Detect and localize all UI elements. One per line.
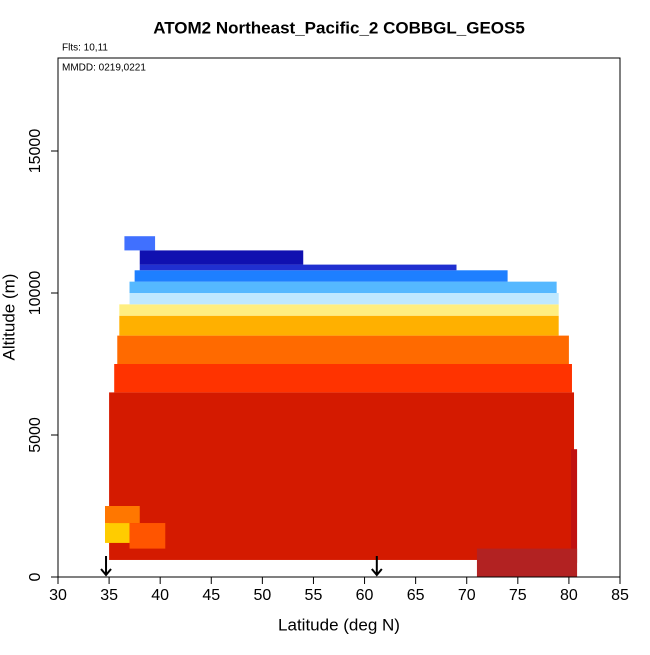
curtain-cell: [105, 506, 140, 524]
curtain-cell: [129, 293, 559, 305]
curtain-cell: [476, 548, 578, 577]
plot-frame: [57, 57, 621, 578]
x-tick-label: 85: [611, 587, 629, 604]
curtain-cell: [139, 250, 304, 265]
curtain-cell: [105, 523, 130, 543]
curtain-cell: [139, 264, 457, 271]
curtain-cell: [129, 281, 557, 294]
curtain-cell: [119, 315, 559, 336]
x-tick-label: 70: [458, 587, 476, 604]
y-tick-label: 15000: [27, 129, 44, 174]
curtain-cell: [124, 236, 156, 251]
x-tick-label: 60: [356, 587, 374, 604]
curtain-cell: [134, 270, 508, 282]
y-tick-label: 0: [27, 572, 44, 581]
curtain-cell: [570, 449, 578, 563]
chart-title: ATOM2 Northeast_Pacific_2 COBBGL_GEOS5: [153, 18, 525, 37]
curtain-cell: [129, 523, 166, 549]
y-tick-label: 10000: [27, 271, 44, 316]
x-tick-label: 40: [151, 587, 169, 604]
curtain-cell: [117, 335, 569, 365]
curtain-cell: [109, 392, 575, 560]
annotation: MMDD: 0219,0221: [62, 63, 146, 74]
x-axis-label: Latitude (deg N): [278, 615, 400, 634]
y-tick-label: 5000: [27, 417, 44, 453]
x-tick-label: 65: [407, 587, 425, 604]
x-tick-label: 35: [100, 587, 118, 604]
x-tick-label: 75: [509, 587, 527, 604]
arrow: [100, 556, 112, 577]
arrow: [371, 556, 383, 577]
annotation: Flts: 10,11: [62, 43, 108, 54]
x-tick-label: 45: [202, 587, 220, 604]
curtain-cell: [114, 364, 572, 393]
y-axis-label: Altitude (m): [0, 274, 18, 361]
x-tick-label: 30: [49, 587, 67, 604]
x-tick-label: 50: [253, 587, 271, 604]
x-tick-label: 55: [305, 587, 323, 604]
x-tick-label: 80: [560, 587, 578, 604]
curtain-cell: [119, 304, 559, 316]
